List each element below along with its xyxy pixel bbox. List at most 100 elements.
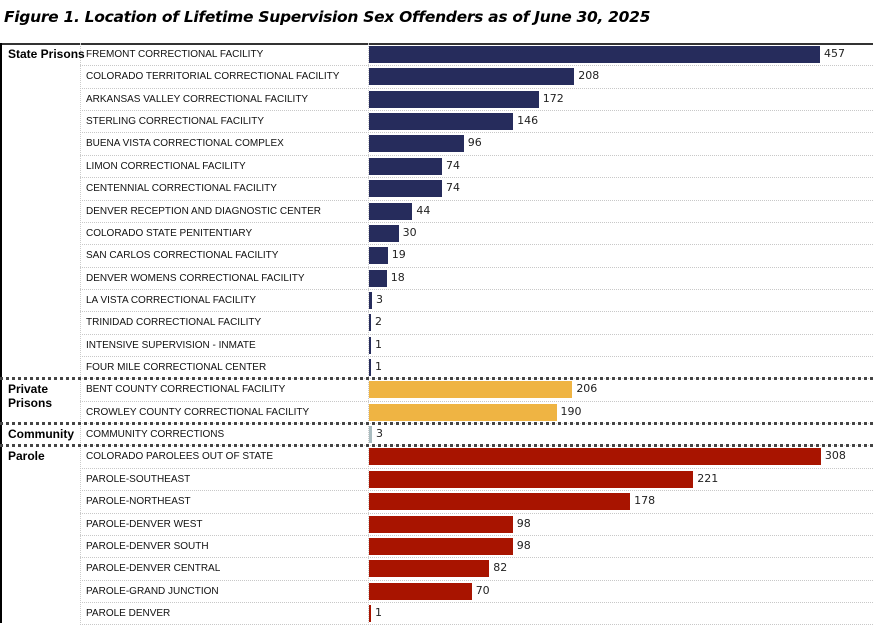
data-label: 44	[416, 203, 431, 217]
data-label: 308	[824, 449, 846, 463]
table-row	[80, 110, 873, 134]
section-separator	[0, 421, 873, 425]
bar	[369, 582, 472, 600]
bar-axis	[368, 43, 369, 623]
table-row	[80, 65, 873, 89]
row-label: PAROLE-SOUTHEAST	[86, 473, 191, 485]
data-label: 70	[475, 583, 490, 597]
column-divider	[80, 43, 81, 623]
table-row	[80, 222, 873, 246]
table-row	[80, 535, 873, 559]
row-label: FOUR MILE CORRECTIONAL CENTER	[86, 362, 267, 374]
table-row	[80, 267, 873, 290]
data-label: 146	[517, 114, 539, 128]
bar	[369, 537, 513, 555]
table-row	[80, 557, 873, 581]
data-label: 457	[824, 47, 846, 60]
row-label: LA VISTA CORRECTIONAL FACILITY	[86, 294, 257, 306]
bar	[369, 381, 573, 399]
row-label: PAROLE-DENVER WEST	[86, 518, 203, 530]
bar	[369, 247, 388, 265]
data-label: 3	[375, 427, 383, 441]
section-separator	[0, 443, 873, 447]
table-row	[80, 289, 873, 313]
bar	[369, 90, 539, 108]
data-label: 30	[402, 225, 417, 239]
row-label: PAROLE-GRAND JUNCTION	[86, 585, 219, 597]
bar	[369, 426, 372, 444]
left-border	[0, 43, 2, 623]
table-row	[80, 602, 873, 625]
section-separator	[0, 376, 873, 380]
row-label: BUENA VISTA CORRECTIONAL COMPLEX	[86, 138, 284, 150]
bar	[369, 46, 821, 63]
row-label: STERLING CORRECTIONAL FACILITY	[86, 116, 264, 128]
bar	[369, 180, 443, 198]
bar	[369, 515, 513, 533]
table-row	[80, 311, 873, 335]
data-label: 206	[576, 382, 598, 396]
bar	[369, 68, 575, 86]
table-row	[80, 445, 873, 469]
data-label: 3	[375, 292, 383, 306]
category-label: State Prisons	[8, 47, 85, 61]
row-label: SAN CARLOS CORRECTIONAL FACILITY	[86, 250, 279, 262]
bar	[369, 135, 464, 153]
category-label: Community	[8, 427, 74, 442]
top-border	[0, 43, 873, 45]
bar	[369, 224, 399, 242]
data-label: 172	[542, 91, 564, 105]
row-label: BENT COUNTY CORRECTIONAL FACILITY	[86, 384, 286, 396]
row-label: COMMUNITY CORRECTIONS	[86, 429, 225, 441]
table-row	[80, 88, 873, 112]
table-row	[80, 177, 873, 201]
bar	[369, 202, 413, 220]
bar	[369, 605, 371, 622]
data-label: 98	[516, 516, 531, 530]
row-label: DENVER RECEPTION AND DIAGNOSTIC CENTER	[86, 205, 322, 217]
data-label: 190	[560, 404, 582, 418]
table-row	[80, 378, 873, 402]
figure-title: Figure 1. Location of Lifetime Supervisi…	[4, 8, 651, 26]
data-label: 1	[375, 360, 382, 374]
row-label: FREMONT CORRECTIONAL FACILITY	[86, 49, 264, 60]
row-label: DENVER WOMENS CORRECTIONAL FACILITY	[86, 272, 305, 284]
data-label: 82	[493, 561, 508, 575]
row-label: PAROLE DENVER	[86, 608, 171, 619]
row-label: LIMON CORRECTIONAL FACILITY	[86, 160, 246, 172]
bar	[369, 314, 371, 332]
category-label: Private Prisons	[8, 382, 53, 411]
row-label: PAROLE-DENVER SOUTH	[86, 540, 209, 552]
bar	[369, 291, 372, 309]
bar	[369, 470, 694, 488]
data-label: 1	[375, 606, 382, 619]
data-label: 208	[578, 69, 600, 83]
bar	[369, 336, 371, 354]
data-label: 221	[697, 471, 719, 485]
data-label: 98	[516, 538, 531, 552]
bar	[369, 157, 443, 175]
table-row	[80, 468, 873, 492]
row-label: COLORADO TERRITORIAL CORRECTIONAL FACILI…	[86, 71, 340, 83]
table-row	[80, 132, 873, 156]
table-row	[80, 43, 873, 67]
data-label: 74	[446, 158, 461, 172]
row-label: INTENSIVE SUPERVISION - INMATE	[86, 339, 256, 351]
row-label: PAROLE-NORTHEAST	[86, 496, 191, 508]
data-label: 18	[390, 270, 405, 284]
table-row	[80, 580, 873, 603]
bar	[369, 493, 631, 511]
row-label: PAROLE-DENVER CENTRAL	[86, 563, 221, 575]
bar	[369, 403, 557, 421]
table-row	[80, 334, 873, 358]
row-label: CENTENNIAL CORRECTIONAL FACILITY	[86, 183, 277, 195]
bar	[369, 448, 821, 466]
data-label: 19	[391, 248, 406, 262]
bar-chart: State Prisons FREMONT CORRECTIONAL FACILI…	[0, 43, 873, 625]
table-row	[80, 200, 873, 223]
data-label: 96	[467, 136, 482, 150]
row-label: TRINIDAD CORRECTIONAL FACILITY	[86, 317, 262, 329]
row-label: CROWLEY COUNTY CORRECTIONAL FACILITY	[86, 406, 310, 418]
row-label: COLORADO PAROLEES OUT OF STATE	[86, 451, 274, 463]
table-row	[80, 490, 873, 514]
